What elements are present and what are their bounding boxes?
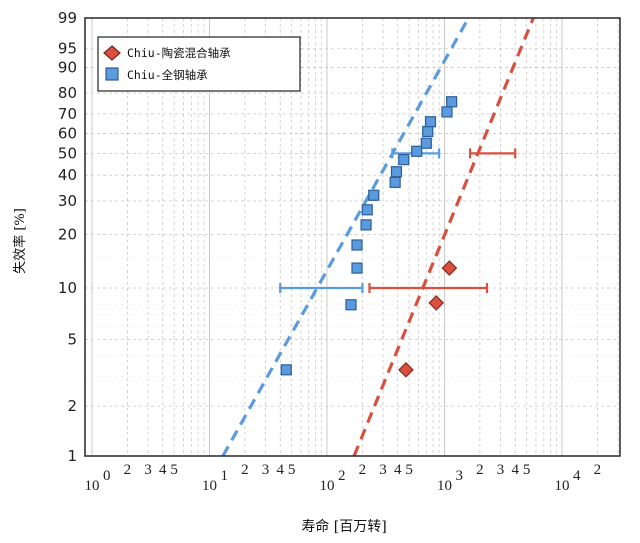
y-tick-label: 40 — [58, 166, 77, 184]
x-minor-tick-label: 5 — [405, 462, 413, 478]
x-tick-exponent: 4 — [573, 468, 581, 484]
steel-data-point — [441, 106, 453, 118]
y-tick-label: 5 — [67, 330, 77, 348]
steel-data-point — [390, 166, 403, 178]
y-tick-label: 70 — [58, 105, 77, 123]
steel-data-point — [420, 137, 432, 149]
x-tick-exponent: 3 — [456, 468, 464, 484]
x-minor-tick-label: 2 — [594, 462, 602, 478]
steel-data-point — [422, 125, 434, 138]
y-tick-label: 10 — [58, 279, 77, 297]
steel-data-point — [361, 204, 373, 216]
y-tick-label: 60 — [58, 124, 77, 142]
legend-ceramic-marker-icon — [103, 45, 121, 61]
ceramic-fit-line — [352, 17, 535, 457]
x-minor-tick-label: 5 — [288, 462, 296, 478]
steel-fit-line — [221, 17, 470, 457]
steel-data-point — [446, 96, 458, 108]
steel-data-point — [398, 154, 410, 166]
y-tick-label: 2 — [67, 397, 77, 415]
y-tick-label: 20 — [58, 225, 77, 243]
legend-ceramic-label: Chiu-陶瓷混合轴承 — [127, 46, 231, 60]
steel-data-point — [389, 176, 401, 188]
y-tick-label: 95 — [58, 40, 77, 58]
interval-bars — [279, 148, 517, 294]
legend-steel-marker-icon — [105, 67, 119, 81]
x-minor-tick-label: 2 — [241, 462, 249, 478]
y-axis-label: 失效率 [%] — [12, 208, 28, 274]
x-minor-tick-label: 2 — [476, 462, 484, 478]
x-minor-tick-label: 4 — [276, 462, 284, 478]
legend-box — [97, 36, 301, 92]
x-minor-tick-label: 5 — [170, 462, 178, 478]
steel-data-point — [345, 299, 357, 311]
steel-data-point — [411, 145, 423, 157]
fit-lines — [221, 17, 535, 457]
x-tick-exponent: 2 — [338, 468, 346, 484]
x-minor-tick-label: 2 — [124, 462, 132, 478]
y-tick-label: 50 — [58, 144, 77, 162]
x-minor-tick-label: 3 — [144, 462, 152, 478]
ceramic-data-point — [398, 361, 414, 378]
y-tick-label: 1 — [67, 447, 77, 465]
legend-steel-label: Chiu-全钢轴承 — [127, 68, 208, 82]
x-minor-tick-label: 4 — [394, 462, 402, 478]
ceramic-data-point — [441, 260, 458, 276]
x-tick-exponent: 0 — [103, 468, 111, 484]
x-tick-label: 10 — [85, 478, 100, 494]
data-points — [280, 96, 458, 378]
steel-data-point — [351, 262, 363, 274]
x-minor-tick-label: 3 — [497, 462, 505, 478]
x-axis-label: 寿命 [百万转] — [301, 518, 386, 535]
steel-data-point — [351, 239, 363, 251]
x-tick-label: 10 — [437, 478, 452, 494]
x-tick-label: 10 — [320, 478, 335, 494]
y-tick-label: 90 — [58, 59, 77, 77]
x-minor-tick-label: 2 — [359, 462, 367, 478]
legend: Chiu-陶瓷混合轴承 Chiu-全钢轴承 — [97, 36, 301, 92]
steel-data-point — [360, 219, 372, 231]
x-minor-tick-label: 3 — [379, 462, 387, 478]
y-tick-label: 99 — [58, 9, 77, 27]
x-tick-label: 10 — [202, 478, 217, 494]
ceramic-data-point — [428, 295, 445, 311]
x-minor-tick-label: 5 — [523, 462, 531, 478]
steel-data-point — [280, 364, 292, 376]
x-tick-exponent: 1 — [221, 468, 229, 484]
x-minor-tick-label: 4 — [511, 462, 519, 478]
x-minor-tick-label: 4 — [159, 462, 167, 478]
x-minor-tick-label: 3 — [262, 462, 270, 478]
x-tick-label: 10 — [555, 478, 570, 494]
plot-frame — [84, 17, 621, 457]
steel-data-point — [368, 189, 380, 201]
y-tick-label: 80 — [58, 84, 77, 102]
steel-data-point — [424, 116, 437, 128]
y-tick-label: 30 — [58, 192, 77, 210]
